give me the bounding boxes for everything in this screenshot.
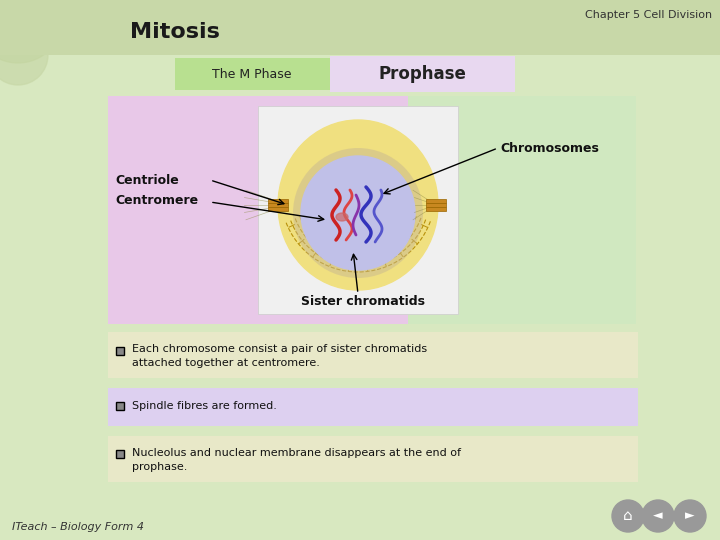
FancyBboxPatch shape: [268, 203, 288, 207]
FancyBboxPatch shape: [258, 106, 458, 314]
FancyBboxPatch shape: [330, 56, 515, 92]
Text: ⌂: ⌂: [624, 509, 633, 523]
Text: Spindle fibres are formed.: Spindle fibres are formed.: [132, 401, 277, 411]
FancyBboxPatch shape: [426, 203, 446, 207]
Text: Mitosis: Mitosis: [130, 22, 220, 42]
Text: ◄: ◄: [653, 510, 663, 523]
Circle shape: [0, 0, 63, 63]
FancyBboxPatch shape: [175, 58, 330, 90]
Text: Chapter 5 Cell Division: Chapter 5 Cell Division: [585, 10, 712, 20]
Text: Each chromosome consist a pair of sister chromatids
attached together at centrom: Each chromosome consist a pair of sister…: [132, 345, 427, 368]
Text: Centriole: Centriole: [115, 173, 179, 186]
FancyBboxPatch shape: [116, 347, 124, 355]
FancyBboxPatch shape: [426, 207, 446, 211]
Circle shape: [674, 500, 706, 532]
Circle shape: [293, 148, 423, 278]
Circle shape: [301, 156, 415, 270]
FancyBboxPatch shape: [116, 450, 124, 458]
Text: Nucleolus and nuclear membrane disappears at the end of
prophase.: Nucleolus and nuclear membrane disappear…: [132, 448, 461, 471]
Text: ITeach – Biology Form 4: ITeach – Biology Form 4: [12, 522, 144, 532]
Ellipse shape: [278, 120, 438, 290]
FancyBboxPatch shape: [108, 332, 638, 378]
Text: Chromosomes: Chromosomes: [500, 141, 599, 154]
Text: ►: ►: [685, 510, 695, 523]
Text: Centromere: Centromere: [115, 193, 198, 206]
Text: The M Phase: The M Phase: [212, 68, 292, 80]
FancyBboxPatch shape: [116, 402, 124, 410]
Text: Sister chromatids: Sister chromatids: [301, 295, 425, 308]
FancyBboxPatch shape: [108, 388, 638, 426]
Text: Prophase: Prophase: [378, 65, 466, 83]
FancyBboxPatch shape: [268, 207, 288, 211]
Ellipse shape: [336, 213, 348, 221]
FancyBboxPatch shape: [426, 199, 446, 203]
FancyBboxPatch shape: [108, 436, 638, 482]
FancyBboxPatch shape: [268, 199, 288, 203]
Circle shape: [642, 500, 674, 532]
FancyBboxPatch shape: [0, 0, 720, 55]
Circle shape: [612, 500, 644, 532]
FancyBboxPatch shape: [108, 96, 408, 324]
FancyBboxPatch shape: [408, 96, 636, 324]
Circle shape: [0, 25, 48, 85]
